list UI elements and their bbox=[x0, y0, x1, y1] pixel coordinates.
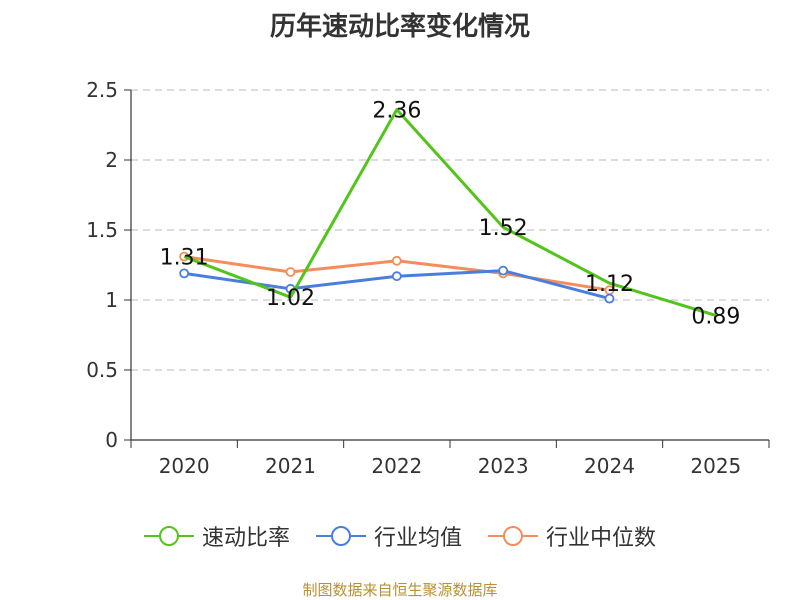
chart-title: 历年速动比率变化情况 bbox=[269, 12, 530, 42]
legend-item-series-3[interactable]: 行业中位数 bbox=[488, 520, 656, 552]
data-point-series-3 bbox=[285, 267, 296, 277]
data-point-series-2 bbox=[179, 268, 190, 279]
data-point-series-2 bbox=[498, 265, 509, 276]
legend-item-series-2[interactable]: 行业均值 bbox=[315, 520, 462, 552]
y-tick-label: 2 bbox=[105, 148, 118, 172]
legend-label-series-1: 速动比率 bbox=[201, 526, 290, 551]
data-point-series-3 bbox=[391, 255, 402, 266]
x-tick-label: 2024 bbox=[584, 454, 635, 478]
series-line-1 bbox=[183, 108, 717, 317]
x-tick-label: 2020 bbox=[159, 454, 210, 478]
legend-swatch-series-2 bbox=[315, 526, 366, 546]
series-layer bbox=[179, 108, 717, 317]
y-tick-label: 1 bbox=[105, 288, 118, 312]
data-label: 1.02 bbox=[266, 286, 315, 311]
data-label: 0.89 bbox=[691, 304, 740, 329]
y-tick-label: 1.5 bbox=[86, 218, 118, 242]
data-label: 1.52 bbox=[479, 216, 528, 241]
x-tick-label: 2021 bbox=[265, 454, 316, 478]
legend-label-series-2: 行业均值 bbox=[373, 526, 462, 551]
data-label: 1.31 bbox=[160, 246, 209, 271]
data-label-layer: 1.31 1.02 2.36 1.52 1.12 0.89 bbox=[160, 99, 741, 330]
data-point-series-2 bbox=[604, 293, 615, 304]
x-tick-label: 2023 bbox=[478, 454, 529, 478]
y-tick-label: 0.5 bbox=[86, 358, 118, 382]
legend-label-series-3: 行业中位数 bbox=[546, 526, 657, 551]
grid-layer bbox=[131, 89, 769, 371]
source-note: 制图数据来自恒生聚源数据库 bbox=[302, 581, 498, 599]
legend: 速动比率 行业均值 行业中位数 bbox=[0, 520, 800, 552]
legend-item-series-1[interactable]: 速动比率 bbox=[143, 520, 290, 552]
data-label: 2.36 bbox=[372, 99, 421, 124]
x-tick-label: 2025 bbox=[690, 454, 741, 478]
data-label: 1.12 bbox=[585, 272, 634, 297]
y-tick-label: 0 bbox=[105, 428, 118, 452]
x-tick-label: 2022 bbox=[371, 454, 422, 478]
legend-swatch-series-3 bbox=[488, 526, 538, 546]
legend-swatch-series-1 bbox=[143, 526, 194, 546]
data-point-series-2 bbox=[391, 271, 402, 282]
y-tick-label: 2.5 bbox=[86, 78, 118, 102]
